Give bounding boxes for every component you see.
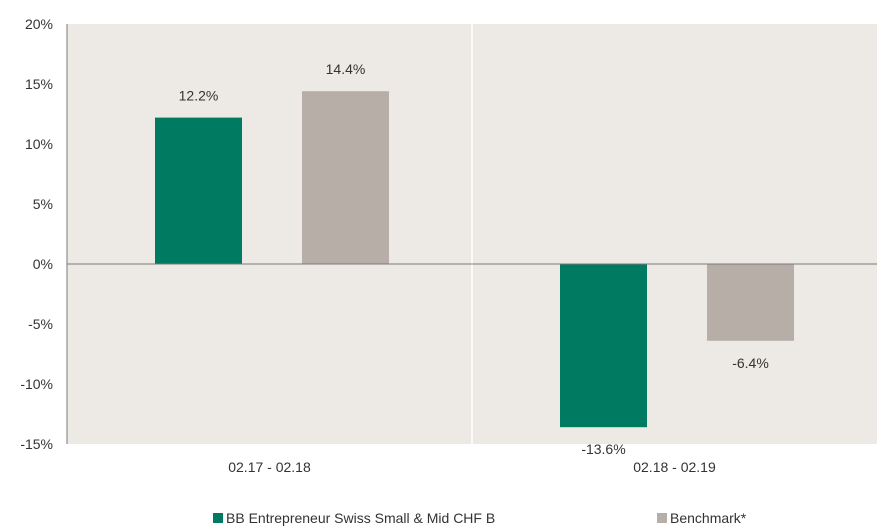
data-label: -6.4%: [732, 355, 769, 371]
y-tick-label: 0%: [33, 256, 53, 272]
bar: [155, 117, 242, 264]
y-tick-label: -10%: [20, 376, 53, 392]
data-label: 12.2%: [179, 88, 219, 104]
data-labels: 12.2% 14.4% -13.6% -6.4%: [179, 61, 769, 457]
legend-label: BB Entrepreneur Swiss Small & Mid CHF B: [226, 510, 495, 526]
bar: [707, 264, 794, 341]
legend-label: Benchmark*: [670, 510, 747, 526]
data-label: -13.6%: [581, 441, 625, 457]
legend-swatch: [213, 513, 223, 523]
y-tick-label: -5%: [28, 316, 53, 332]
y-tick-label: 15%: [25, 76, 53, 92]
legend-swatch: [657, 513, 667, 523]
legend: BB Entrepreneur Swiss Small & Mid CHF B B…: [213, 510, 747, 526]
bar: [302, 91, 389, 264]
y-tick-label: 10%: [25, 136, 53, 152]
x-tick-label: 02.18 - 02.19: [633, 459, 716, 475]
bars: [155, 91, 794, 428]
data-label: 14.4%: [326, 61, 366, 77]
x-tick-label: 02.17 - 02.18: [228, 459, 311, 475]
y-tick-label: 20%: [25, 16, 53, 32]
y-tick-label: -15%: [20, 436, 53, 452]
y-tick-label: 5%: [33, 196, 53, 212]
x-axis-ticks: 02.17 - 02.18 02.18 - 02.19: [228, 459, 716, 475]
y-axis-ticks: 20% 15% 10% 5% 0% -5% -10% -15%: [20, 16, 53, 452]
bar: [560, 264, 647, 428]
